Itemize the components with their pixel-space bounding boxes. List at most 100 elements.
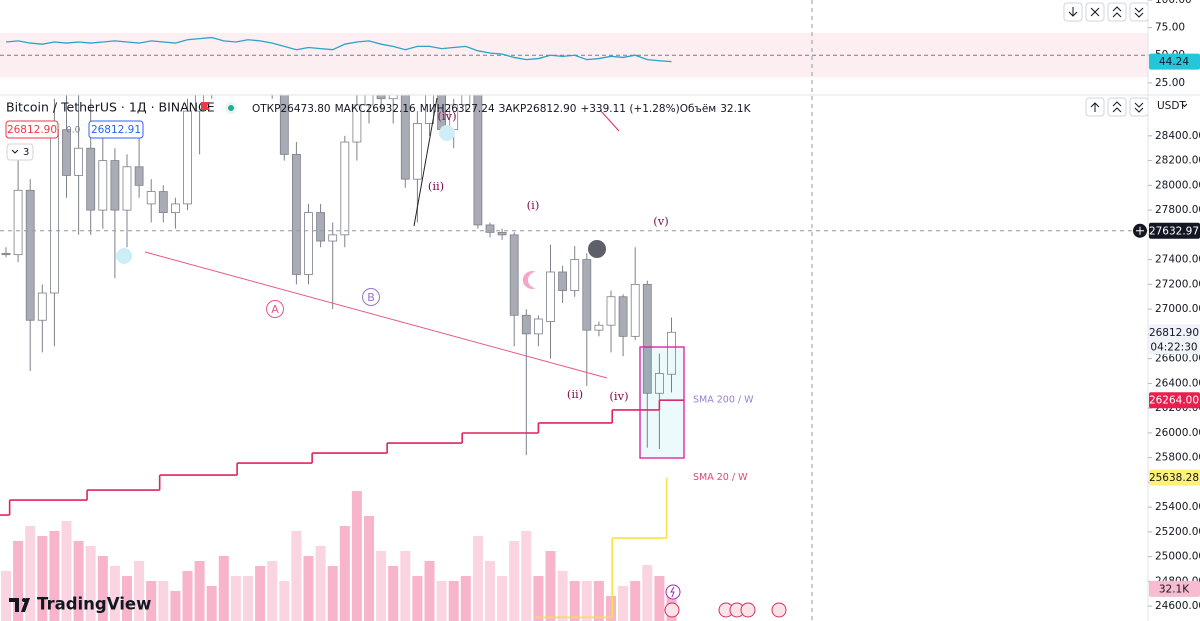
currency-label[interactable]: USDT: [1157, 100, 1186, 112]
price-tag-label: 25638.28: [1149, 472, 1199, 484]
marker[interactable]: [439, 125, 455, 141]
candle-body: [37, 292, 47, 321]
volume-bar: [243, 576, 253, 621]
volume-bar: [109, 566, 120, 621]
y-tick-label: 24600.00: [1155, 600, 1200, 612]
legend-label: ОТКР: [252, 103, 280, 115]
volume-bar: [618, 586, 629, 621]
flag-icon[interactable]: [201, 102, 210, 110]
sell-button[interactable]: [5, 120, 59, 139]
y-tick-label: 26000.00: [1155, 427, 1200, 439]
expand-icon: [1134, 7, 1144, 18]
volume-bar: [485, 561, 495, 621]
button[interactable]: [1107, 97, 1127, 117]
logo-text[interactable]: TradingView: [37, 595, 151, 614]
price-tag-label: 26264.00: [1149, 395, 1199, 407]
flag-icon[interactable]: [664, 602, 680, 618]
candle-body: [618, 296, 628, 337]
legend-label: МИН: [420, 103, 445, 115]
y-tick-label: 75.00: [1155, 22, 1185, 34]
buy-price[interactable]: 26812.91: [91, 124, 141, 136]
price-tag: [1149, 580, 1200, 597]
volume-bar: [388, 566, 399, 621]
volume-bar: [557, 571, 568, 621]
price-axis[interactable]: [1148, 0, 1200, 621]
volume-bar: [315, 546, 326, 621]
volume-bar: [400, 551, 411, 621]
candle-body: [582, 259, 592, 331]
volume-bar: [593, 581, 604, 621]
volume-bar: [13, 541, 24, 621]
candle-body: [534, 318, 543, 335]
volume-bar: [230, 576, 241, 621]
y-tick-label: 100.00: [1155, 0, 1192, 6]
candle-body: [340, 141, 350, 236]
symbol-title[interactable]: Bitcoin / TetherUS · 1Д · BINANCE: [6, 100, 215, 115]
volume-bar: [303, 556, 314, 621]
indicators-count[interactable]: 3: [23, 147, 29, 158]
trend-line[interactable]: [599, 109, 620, 132]
candle-body: [122, 166, 132, 211]
volume-bar: [182, 571, 193, 621]
arrow-down-icon: [1068, 7, 1078, 17]
indicators-toggle[interactable]: [6, 143, 34, 161]
trend-line[interactable]: [144, 251, 608, 379]
candle-body: [400, 95, 410, 180]
marker[interactable]: [116, 248, 132, 264]
flag-icon[interactable]: [740, 602, 756, 618]
y-tick-label: 25000.00: [1155, 551, 1200, 563]
candle-body: [425, 95, 434, 124]
y-tick-label: 27200.00: [1155, 278, 1200, 290]
candle-body: [50, 129, 59, 294]
volume-bar: [37, 536, 48, 621]
candle-body: [25, 189, 35, 321]
candle-body: [1, 253, 11, 256]
buy-button[interactable]: [88, 120, 144, 139]
candle-body: [497, 231, 507, 236]
y-tick-label: 26400.00: [1155, 377, 1200, 389]
y-tick-label: 25200.00: [1155, 526, 1200, 538]
y-tick-label: 28000.00: [1155, 179, 1200, 191]
volume-bar: [448, 581, 459, 621]
volume-bar: [424, 561, 435, 621]
ui: Bitcoin / TetherUS · 1Д · BINANCE ОТКР 26…: [5, 0, 1200, 621]
wave-label: (iv): [437, 109, 456, 123]
rsi-pane: [0, 33, 1148, 78]
sell-price[interactable]: 26812.90: [7, 124, 57, 136]
candle-body: [509, 234, 519, 316]
volume-bar: [49, 531, 60, 621]
candle-body: [485, 224, 495, 233]
rectangle-drawing[interactable]: [639, 346, 685, 459]
legend-value: Объём: [680, 103, 717, 115]
button[interactable]: [1107, 2, 1127, 22]
y-tick-label: 25800.00: [1155, 452, 1200, 464]
rsi-buttons: [1063, 2, 1149, 22]
candle-body: [388, 95, 398, 100]
volume-bar: [630, 581, 641, 621]
price-tag: [1149, 392, 1200, 409]
marker[interactable]: [588, 240, 606, 258]
wave-label: A: [271, 303, 279, 316]
candle-body: [461, 95, 471, 106]
volume-bar: [351, 491, 362, 621]
candle-body: [110, 160, 120, 211]
volume-bar: [364, 516, 374, 621]
trend-line[interactable]: [413, 97, 438, 227]
wave-label: (iv): [609, 389, 628, 403]
flag-icon[interactable]: [771, 602, 787, 618]
volume-bar: [122, 576, 132, 621]
price-tag: [1149, 324, 1200, 341]
expand-icon: [1134, 102, 1144, 113]
legend-label: ЗАКР: [499, 103, 527, 115]
sma-label: SMA 20 / W: [693, 472, 748, 483]
candle-body: [134, 166, 144, 186]
volume-bar: [436, 581, 447, 621]
candle-body: [13, 189, 23, 256]
price-tag-label: 27632.97: [1149, 225, 1199, 237]
logo-icon: [22, 598, 26, 602]
volume-bar: [218, 556, 229, 621]
candle-body: [291, 154, 301, 275]
